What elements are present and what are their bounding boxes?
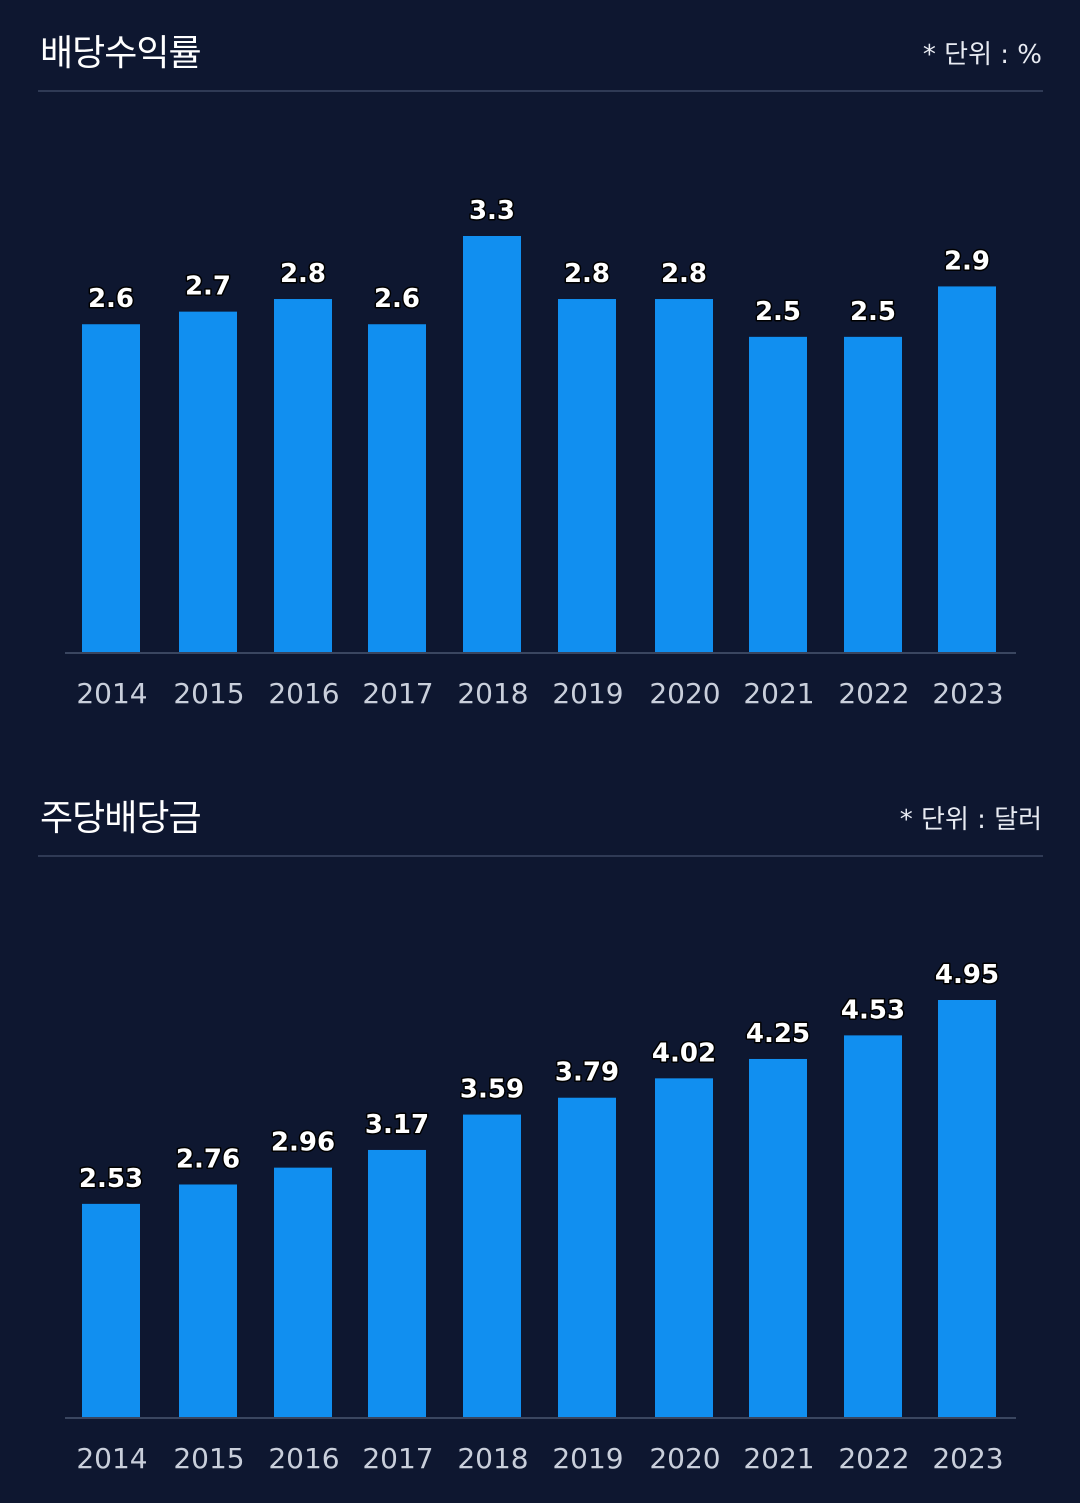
value-label: 4.25 [746,1019,810,1049]
value-label: 4.95 [935,960,999,990]
title-divider [38,90,1043,92]
unit-note: * 단위 : % [922,40,1042,70]
value-label: 2.96 [271,1128,335,1158]
value-label: 4.02 [652,1038,716,1068]
x-tick-label: 2019 [552,677,623,710]
bar [749,336,807,652]
value-label: 2.7 [185,272,231,302]
x-tick-label: 2020 [649,677,720,710]
chart-title: 배당수익률 [40,33,202,74]
x-tick-label: 2014 [76,677,147,710]
bar [82,324,140,652]
x-tick-label: 2021 [743,1442,814,1475]
x-tick-label: 2023 [932,1442,1003,1475]
bar [82,1203,140,1417]
bar [938,286,996,652]
x-tick-label: 2015 [173,1442,244,1475]
chart-title: 주당배당금 [40,798,202,839]
bar [368,1149,426,1417]
bar [179,311,237,652]
value-label: 2.8 [280,259,326,289]
bar [749,1058,807,1417]
bar [274,1167,332,1417]
bar [844,1035,902,1417]
value-label: 2.5 [850,297,896,327]
x-tick-label: 2022 [838,677,909,710]
x-tick-label: 2014 [76,1442,147,1475]
value-label: 3.59 [460,1075,524,1105]
bar [655,1078,713,1417]
value-label: 3.3 [469,196,515,226]
x-tick-label: 2021 [743,677,814,710]
x-tick-label: 2018 [457,1442,528,1475]
bar [368,324,426,652]
dividend-per-share-chart: 2.53 2014 2.76 2015 2.96 2016 3.17 2017 3.59 2018… [65,959,1016,1475]
x-tick-label: 2022 [838,1442,909,1475]
value-label: 2.5 [755,297,801,327]
value-label: 2.6 [88,284,134,314]
bar [655,299,713,652]
bar [938,1000,996,1417]
value-label: 2.53 [79,1164,143,1194]
value-label: 4.53 [841,995,905,1025]
value-label: 3.17 [365,1110,429,1140]
bar [558,299,616,652]
value-label: 2.76 [176,1144,240,1174]
x-tick-label: 2018 [457,677,528,710]
bar [844,336,902,652]
value-label: 2.9 [944,246,990,276]
value-label: 3.79 [555,1058,619,1088]
value-label: 2.8 [564,259,610,289]
x-tick-label: 2016 [268,677,339,710]
x-tick-label: 2015 [173,677,244,710]
dividend-yield-chart: 2.6 2014 2.7 2015 2.8 2016 2.6 2017 3.3 2018 2.8 20… [65,195,1016,710]
x-tick-label: 2016 [268,1442,339,1475]
value-label: 2.8 [661,259,707,289]
bar [179,1184,237,1417]
bar [558,1097,616,1417]
x-tick-label: 2020 [649,1442,720,1475]
x-tick-label: 2017 [362,1442,433,1475]
dividend-per-share-panel: 주당배당금 * 단위 : 달러 2.53 2014 2.76 2015 2.96 2016… [0,765,1080,1503]
title-divider [38,855,1043,857]
value-label: 2.6 [374,284,420,314]
dividend-yield-panel: 배당수익률 * 단위 : % 2.6 2014 2.7 2015 2.8 2016 2.6 2… [0,0,1080,750]
bar [274,299,332,652]
x-tick-label: 2019 [552,1442,623,1475]
x-tick-label: 2023 [932,677,1003,710]
bar [463,1114,521,1417]
unit-note: * 단위 : 달러 [899,805,1042,835]
x-tick-label: 2017 [362,677,433,710]
bar [463,236,521,652]
